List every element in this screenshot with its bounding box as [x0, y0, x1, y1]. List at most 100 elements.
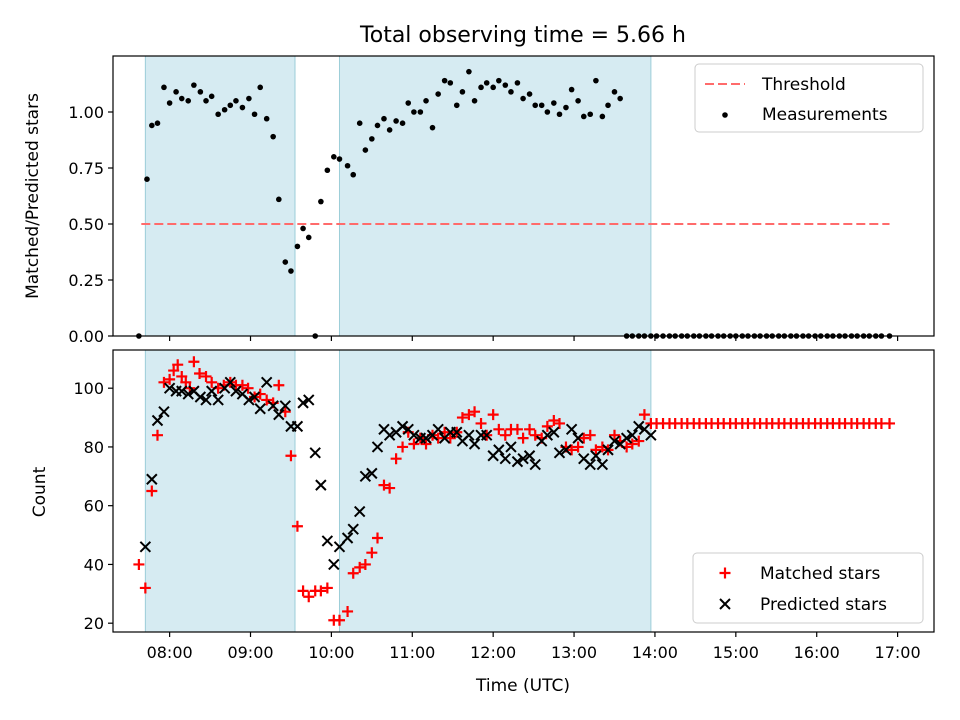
predicted-star-point — [315, 479, 327, 491]
matched-star-point — [321, 582, 333, 594]
y-tick-label: 0.25 — [68, 271, 104, 290]
measurement-point — [344, 162, 351, 169]
x-tick-label: 08:00 — [147, 643, 193, 662]
matched-star-point — [566, 444, 578, 456]
measurement-point — [239, 104, 246, 111]
top-legend: Threshold Measurements — [694, 63, 924, 133]
measurement-point — [221, 106, 228, 113]
matched-star-point — [456, 412, 468, 424]
matched-star-point — [372, 532, 383, 544]
matched-star-point — [146, 485, 158, 497]
measurement-point — [263, 115, 270, 122]
predicted-star-point — [267, 400, 279, 412]
predicted-star-point — [347, 523, 359, 535]
x-tick-label: 12:00 — [470, 643, 516, 662]
x-tick-label: 16:00 — [794, 643, 840, 662]
matched-star-point — [342, 605, 354, 617]
y-tick-label: 0.00 — [68, 327, 104, 346]
matched-star-point — [242, 382, 254, 394]
matched-star-point — [261, 394, 273, 406]
matched-star-point — [884, 417, 896, 429]
legend-predicted-label: Predicted stars — [760, 595, 887, 615]
matched-star-point — [420, 438, 432, 450]
measurement-point — [246, 95, 252, 102]
measurement-point — [305, 234, 312, 241]
matched-star-point — [285, 450, 297, 462]
matched-star-point — [390, 453, 402, 465]
matched-star-point — [578, 432, 590, 444]
x-axis-label: Time (UTC) — [475, 676, 570, 696]
legend-predicted-swatch — [719, 598, 731, 610]
measurement-point — [459, 89, 466, 95]
predicted-star-point — [633, 420, 645, 433]
measurement-point — [453, 102, 460, 109]
legend-measurements-swatch — [722, 112, 728, 118]
predicted-star-point — [420, 432, 432, 444]
matched-star-point — [572, 441, 584, 453]
predicted-star-point — [139, 541, 152, 553]
legend-matched-swatch — [719, 567, 731, 579]
measurement-point — [490, 84, 496, 91]
matched-star-point — [206, 376, 218, 388]
matched-star-point — [359, 558, 371, 570]
predicted-star-point — [309, 447, 321, 459]
predicted-star-point — [451, 426, 463, 438]
measurement-point — [496, 77, 502, 84]
x-tick-label: 13:00 — [551, 643, 597, 662]
matched-star-point — [517, 432, 529, 444]
bottom-axes: 20 40 60 80 100 08:00 09:00 10:00 11:00 12:00 13:0… — [73, 349, 935, 662]
legend-measurements-label: Measurements — [762, 105, 888, 125]
matched-star-point — [475, 417, 487, 429]
measurement-point — [514, 80, 521, 86]
measurement-point — [294, 243, 301, 250]
measurement-point — [532, 102, 539, 109]
predicted-star-point — [353, 505, 366, 518]
predicted-star-point — [620, 432, 633, 444]
measurement-point — [575, 98, 581, 104]
matched-star-point — [584, 429, 596, 441]
predicted-star-point — [182, 388, 194, 400]
measurement-point — [215, 111, 221, 118]
predicted-star-point — [176, 385, 188, 397]
predicted-star-point — [499, 452, 512, 465]
measurement-point — [324, 167, 331, 174]
y-tick-label: 20 — [84, 614, 104, 633]
matched-star-point — [200, 370, 212, 382]
predicted-star-point — [463, 429, 475, 441]
predicted-star-point — [260, 376, 273, 389]
measurement-point — [233, 98, 239, 104]
legend-box — [692, 552, 924, 624]
top-y-axis-label: Matched/Predicted stars — [23, 93, 43, 299]
measurement-point — [318, 198, 324, 205]
predicted-star-point — [205, 385, 218, 397]
measurement-point — [144, 176, 150, 182]
measurement-point — [447, 80, 454, 86]
predicted-star-point — [505, 441, 517, 453]
measurement-point — [178, 95, 185, 102]
x-tick-label: 09:00 — [227, 643, 273, 662]
legend-matched-label: Matched stars — [760, 564, 880, 584]
matched-star-point — [164, 373, 176, 385]
measurement-point — [331, 154, 337, 160]
measurement-point — [270, 133, 276, 140]
matched-star-point — [366, 547, 378, 559]
predicted-star-point — [596, 458, 609, 471]
bottom-panel: 20 40 60 80 100 08:00 09:00 10:00 11:00 12:00 13:0… — [30, 349, 935, 696]
measurement-point — [502, 82, 509, 88]
top-axes: 0.00 0.25 0.50 0.75 1.00 — [68, 55, 935, 346]
matched-star-point — [315, 585, 327, 597]
predicted-star-point — [200, 394, 212, 406]
predicted-star-point — [572, 432, 584, 444]
measurement-point — [617, 95, 623, 102]
measurement-point — [166, 100, 173, 106]
measurement-point — [580, 113, 587, 120]
predicted-stars-series — [139, 376, 657, 571]
measurement-point — [369, 136, 375, 142]
matched-star-point — [408, 438, 420, 450]
predicted-star-point — [303, 394, 315, 406]
y-tick-label: 1.00 — [68, 103, 104, 122]
bottom-legend: Matched stars Predicted stars — [692, 552, 924, 624]
measurement-point — [417, 109, 424, 115]
bottom-y-axis-label: Count — [30, 466, 50, 517]
